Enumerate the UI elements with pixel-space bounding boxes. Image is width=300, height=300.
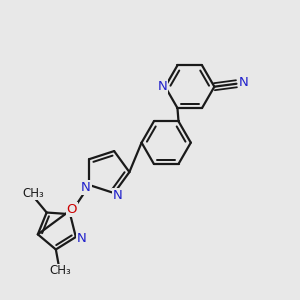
- Text: N: N: [239, 76, 249, 89]
- Text: CH₃: CH₃: [50, 265, 71, 278]
- Text: N: N: [81, 181, 91, 194]
- Text: N: N: [77, 232, 87, 245]
- Text: N: N: [113, 189, 122, 202]
- Text: CH₃: CH₃: [22, 187, 44, 200]
- Text: O: O: [66, 203, 77, 216]
- Text: N: N: [158, 80, 168, 93]
